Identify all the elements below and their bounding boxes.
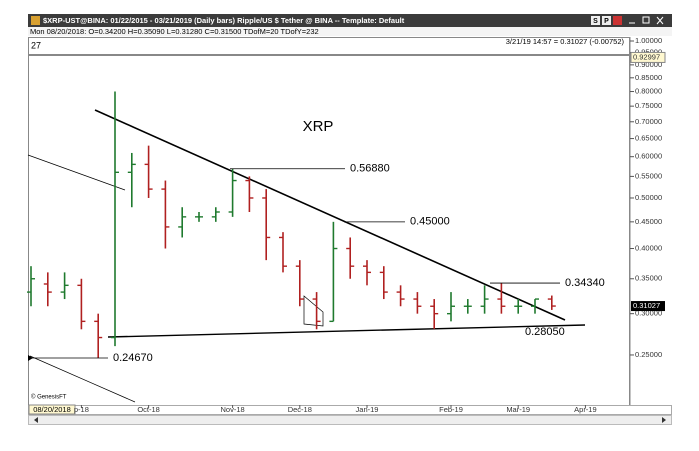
cursor-value: 0.92997 [633, 52, 660, 61]
y-tick-label: 0.50000 [635, 193, 662, 202]
title-bar [28, 14, 672, 27]
y-tick-label: 0.70000 [635, 117, 662, 126]
status-line: Mon 08/20/2018: O=0.34200 H=0.35090 L=0.… [30, 27, 319, 36]
x-tick-label: Mar-19 [506, 405, 530, 414]
close-icon[interactable] [656, 16, 664, 25]
x-tick-label: Jan-19 [356, 405, 379, 414]
plot-area [28, 55, 630, 406]
x-tick-label: p-18 [74, 405, 89, 414]
annotation-label: 0.28050 [525, 326, 565, 338]
scroll-left[interactable] [34, 417, 38, 423]
last-value-box [631, 301, 665, 312]
trend-lines [27, 109, 586, 403]
last-value: 0.31027 [633, 301, 660, 310]
p-button[interactable] [602, 16, 611, 25]
y-tick-label: 0.75000 [635, 101, 662, 110]
window-title: $XRP-UST@BINA: 01/22/2015 - 03/21/2019 (… [43, 16, 405, 25]
annotation-label: 0.45000 [410, 216, 450, 228]
x-tick-label: Oct-18 [137, 405, 160, 414]
x-tick-label: Nov-18 [221, 405, 245, 414]
y-tick-label: 0.55000 [635, 171, 662, 180]
cursor-value-box [630, 51, 666, 63]
y-tick-label: 0.90000 [635, 60, 662, 69]
support-line [107, 324, 586, 338]
cursor-date: 08/20/2018 [33, 405, 71, 414]
p-button-label[interactable]: P [604, 18, 609, 25]
annotation-label: 0.24670 [113, 352, 153, 364]
chart-title: XRP [303, 118, 334, 135]
credit: © GenesisFT [31, 394, 67, 401]
x-tick-label: Dec-18 [288, 405, 312, 414]
y-tick-label: 0.45000 [635, 217, 662, 226]
y-tick-label: 0.35000 [635, 274, 662, 283]
status-bar [28, 27, 672, 36]
trend-line [27, 154, 126, 191]
y-tick-label: 0.60000 [635, 152, 662, 161]
scrollbar[interactable] [28, 415, 672, 425]
s-button-label[interactable]: S [593, 18, 598, 25]
color-button[interactable] [613, 16, 622, 25]
scroll-right[interactable] [662, 417, 666, 423]
app-icon [31, 16, 40, 25]
resistance-line [94, 109, 566, 321]
annotation-label: 0.34340 [565, 277, 605, 289]
last-quote: 3/21/19 14:57 = 0.31027 (-0.00752) [506, 37, 625, 46]
panel-label: 27 [31, 40, 41, 50]
x-tick-label: Feb-19 [439, 405, 463, 414]
y-tick-label: 0.40000 [635, 244, 662, 253]
y-tick-label: 0.30000 [635, 309, 662, 318]
annotation-marker [28, 354, 33, 361]
s-button[interactable] [591, 16, 600, 25]
maximize-icon[interactable] [642, 16, 650, 24]
y-tick-label: 0.85000 [635, 73, 662, 82]
y-tick-label: 0.80000 [635, 87, 662, 96]
y-tick-label: 0.65000 [635, 134, 662, 143]
cursor-date-box [28, 404, 76, 415]
trend-line [29, 355, 136, 403]
y-tick-label: 1.00000 [635, 36, 662, 45]
annotation-label: 0.56880 [350, 163, 390, 175]
chart-layer: 1.000000.950000.900000.850000.800000.750… [27, 36, 666, 414]
y-tick-label: 0.25000 [635, 350, 662, 359]
x-tick-label: Apr-19 [574, 405, 597, 414]
